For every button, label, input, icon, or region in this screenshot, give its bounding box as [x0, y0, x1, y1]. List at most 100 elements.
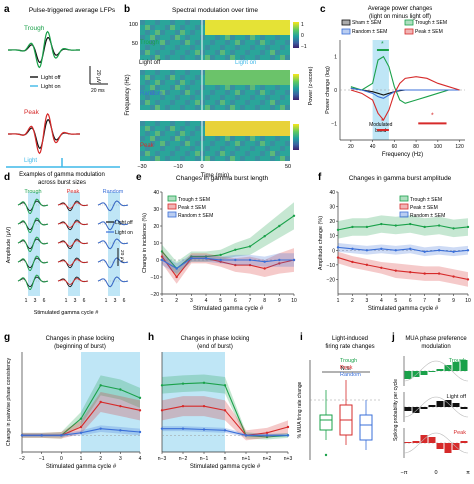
heatmap-cell: [175, 126, 180, 131]
heatmap-cell: [280, 50, 285, 55]
heatmap-cell: [155, 25, 160, 30]
legend-label: Sham ± SEM: [352, 20, 381, 26]
series-line: [337, 223, 469, 231]
heatmap-cell: [225, 105, 230, 110]
panel-letter-e: e: [136, 172, 142, 183]
heatmap-cell: [190, 50, 195, 55]
data-point: [336, 228, 340, 232]
box-body: [319, 414, 333, 431]
heatmap-cell: [275, 156, 280, 161]
burst-trace-light-on: [57, 259, 89, 266]
heatmap-cell: [205, 85, 210, 90]
heatmap-cell: [165, 50, 170, 55]
heatmap-cell: [285, 50, 290, 55]
column-label: Random: [103, 189, 124, 195]
data-point: [138, 396, 142, 400]
heatmap-cell: [205, 20, 210, 25]
heatmap-cell: [230, 30, 235, 35]
heatmap-cell: [145, 126, 150, 131]
x-tick-label: 2: [351, 298, 354, 304]
panel-letter-g: g: [4, 332, 10, 343]
heatmap-cell: [155, 131, 160, 136]
phase-bar: [436, 443, 444, 449]
heatmap-cell: [145, 40, 150, 45]
x-tick-label: 3: [119, 456, 122, 462]
heatmap-cell: [140, 146, 145, 151]
heatmap-cell: [185, 131, 190, 136]
heatmap-cell: [250, 156, 255, 161]
panel-j-title-line1: MUA phase preference: [405, 336, 467, 342]
heatmap-cell: [180, 131, 185, 136]
heatmap-cell: [225, 75, 230, 80]
heatmap-cell: [205, 126, 210, 131]
heatmap-cell: [210, 151, 215, 156]
x-tick-label: n+2: [263, 456, 272, 462]
data-point: [79, 431, 83, 435]
heatmap-cell: [220, 136, 225, 141]
heatmap-cell: [265, 126, 270, 131]
data-point: [40, 434, 43, 437]
legend-label: Trough ± SEM: [410, 197, 442, 203]
heatmap-cell: [250, 105, 255, 110]
heatmap-cell: [260, 45, 265, 50]
y-tick-label: 0: [332, 248, 335, 254]
heatmap-cell: [215, 55, 220, 60]
heatmap-cell: [195, 85, 200, 90]
colorbar-gradient-2: [293, 74, 299, 100]
heatmap-cell: [280, 141, 285, 146]
heatmap-cell: [210, 156, 215, 161]
y-axis-label: Spiking probability per cycle: [393, 379, 399, 441]
heatmap-cell: [265, 55, 270, 60]
heatmap-cell: [220, 131, 225, 136]
data-point: [466, 249, 470, 252]
x-tick-label: 10: [291, 298, 297, 304]
heatmap-cell: [230, 80, 235, 85]
heatmap-cell: [155, 50, 160, 55]
legend-swatch: [167, 195, 177, 202]
heatmap-cell: [220, 40, 225, 45]
heatmap-cell: [150, 105, 155, 110]
heatmap-cell: [285, 131, 290, 136]
heatmap-cell: [175, 136, 180, 141]
heatmap-cell: [210, 90, 215, 95]
heatmap-cell: [245, 95, 250, 100]
heatmap-cell: [260, 55, 265, 60]
legend-light-on-label: Light on: [41, 84, 61, 90]
heatmap-cell: [265, 90, 270, 95]
x-axis-label: Stimulated gamma cycle #: [34, 310, 99, 316]
heatmap-cell: [215, 131, 220, 136]
heatmap-cell: [190, 20, 195, 25]
heatmap-cell: [285, 121, 290, 126]
data-point: [437, 272, 441, 275]
panel-f-title: Changes in gamma burst amplitude: [349, 175, 452, 182]
burst-trace-light-on: [17, 274, 49, 291]
heatmap-cell: [275, 70, 280, 75]
heatmap-cell: [270, 85, 275, 90]
heatmap-cell: [205, 25, 210, 30]
heatmap-cell: [205, 121, 210, 126]
burst-trace-light-on: [17, 236, 49, 253]
heatmap-cell: [195, 136, 200, 141]
heatmap-cell: [255, 20, 260, 25]
data-point: [160, 258, 164, 262]
heatmap-cell: [185, 121, 190, 126]
x-axis-label: Stimulated gamma cycle #: [193, 306, 264, 312]
heatmap-cell: [285, 25, 290, 30]
heatmap-cell: [265, 45, 270, 50]
heatmap-cell: [195, 75, 200, 80]
panel-g-title-line1: Changes in phase locking: [46, 336, 115, 342]
heatmap-xtick-m10: −10: [173, 164, 182, 170]
x-tick-label: 6: [123, 298, 126, 304]
heatmap-xlabel: Time (min): [201, 173, 229, 179]
heatmap-cell: [150, 100, 155, 105]
heatmap-cell: [165, 45, 170, 50]
heatmap-cell: [250, 146, 255, 151]
data-point: [336, 256, 340, 259]
heatmap-cell: [260, 85, 265, 90]
heatmap-cell: [280, 70, 285, 75]
series-line: [161, 256, 295, 278]
heatmap-cell: [155, 20, 160, 25]
heatmap-cell: [155, 151, 160, 156]
heatmap-cell: [170, 131, 175, 136]
heatmap-cell: [150, 45, 155, 50]
